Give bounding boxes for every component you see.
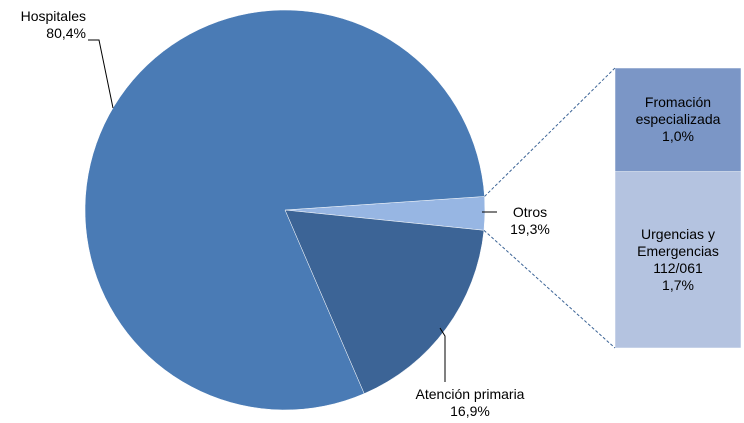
bar-segment <box>614 67 742 172</box>
leader-line <box>439 327 446 382</box>
connector <box>483 229 616 349</box>
pie-label-line: Atención primaria <box>415 386 525 402</box>
pie-label: Otros 19,3% <box>495 204 565 238</box>
bar-label-line: 1,0% <box>662 128 694 145</box>
bar-label-line: Urgencias y Emergencias 112/061 <box>637 225 719 276</box>
bar-label-line: 1,7% <box>662 276 694 293</box>
pie-slice <box>84 9 485 411</box>
bar-segment <box>614 171 742 349</box>
pie-label: Hospitales 80,4% <box>0 8 86 42</box>
pie-label-line: Hospitales <box>20 8 86 24</box>
pie-label-line: 80,4% <box>46 25 86 41</box>
pie-label-line: 16,9% <box>450 403 490 419</box>
bar-label-line: Fromación especializada <box>635 94 721 128</box>
leader-line <box>88 39 114 109</box>
connector <box>484 67 616 197</box>
bar-label: Fromación especializada 1,0% <box>615 94 741 145</box>
pie-label: Atención primaria 16,9% <box>390 386 550 420</box>
pie-slice <box>284 209 485 394</box>
pie-label-line: Otros <box>512 204 548 220</box>
bar-label: Urgencias y Emergencias 112/061 1,7% <box>615 226 741 294</box>
pie-label-line: 19,3% <box>510 221 550 237</box>
